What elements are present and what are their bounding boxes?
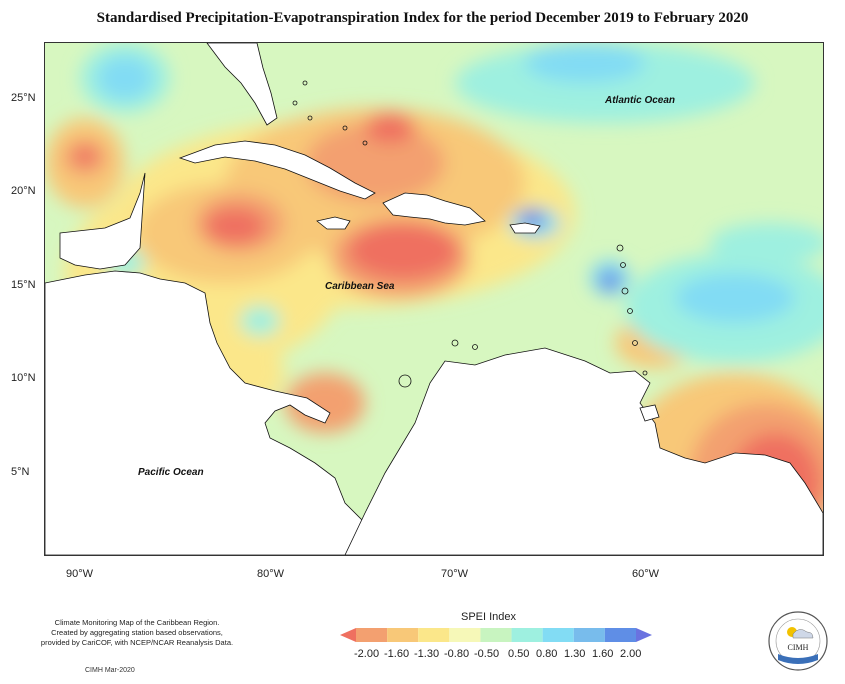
logo-text: CIMH: [788, 643, 809, 652]
footer-credits: Climate Monitoring Map of the Caribbean …: [32, 618, 242, 648]
legend-colorbar: [340, 628, 652, 642]
legend-color-swatch: [636, 628, 652, 642]
legend-color-swatch: [573, 628, 605, 642]
lat-label-15n: 15°N: [11, 279, 36, 291]
hispaniola: [382, 192, 486, 226]
legend-color-swatch: [449, 628, 481, 642]
legend-tick-label: 1.30: [564, 648, 586, 660]
caribbean-sea-label: Caribbean Sea: [325, 281, 395, 292]
legend-tick-label: 0.50: [508, 648, 530, 660]
legend-color-swatch: [387, 628, 419, 642]
legend-tick-label: -1.60: [384, 648, 410, 660]
legend-color-swatch: [511, 628, 543, 642]
footer-line-2: Created by aggregating station based obs…: [51, 628, 223, 637]
spei-map-canvas: [45, 43, 823, 555]
legend-tick-label: -0.80: [444, 648, 470, 660]
legend-color-swatch: [356, 628, 388, 642]
florida: [206, 43, 278, 126]
legend-color-swatch: [604, 628, 636, 642]
lat-label-20n: 20°N: [11, 185, 36, 197]
legend-tick-label: 2.00: [620, 648, 642, 660]
legend-tick-label: -2.00: [354, 648, 380, 660]
yucatan: [59, 172, 146, 270]
footer-date: CIMH Mar-2020: [85, 667, 135, 674]
lat-label-10n: 10°N: [11, 372, 36, 384]
legend-color-swatch: [480, 628, 512, 642]
map-title: Standardised Precipitation-Evapotranspir…: [96, 10, 749, 26]
lon-label-60w: 60°W: [632, 568, 660, 580]
lon-label-80w: 80°W: [257, 568, 285, 580]
footer-line-1: Climate Monitoring Map of the Caribbean …: [54, 618, 220, 627]
legend-tick-label: 1.60: [592, 648, 614, 660]
small-islands: [292, 80, 648, 388]
trinidad: [639, 404, 660, 422]
pacific-ocean-label: Pacific Ocean: [138, 467, 204, 478]
legend-tick-label: 0.80: [536, 648, 558, 660]
legend-color-swatch: [418, 628, 450, 642]
cuba: [178, 140, 376, 200]
south-america: [344, 347, 823, 555]
atlantic-ocean-label: Atlantic Ocean: [605, 95, 676, 106]
spei-map: [44, 42, 824, 556]
legend-tick-label: -1.30: [414, 648, 440, 660]
lon-label-90w: 90°W: [66, 568, 94, 580]
cimh-logo: CIMH: [768, 611, 828, 671]
lon-label-70w: 70°W: [441, 568, 469, 580]
footer-line-3: provided by CariCOF, with NCEP/NCAR Rean…: [40, 638, 234, 647]
jamaica: [316, 216, 351, 230]
legend-tick-label: -0.50: [474, 648, 500, 660]
puerto-rico: [509, 222, 541, 234]
lat-label-5n: 5°N: [11, 466, 30, 478]
land-masses: [45, 43, 823, 555]
legend-color-swatch: [340, 628, 356, 642]
central-america: [45, 270, 376, 555]
legend-title: SPEI Index: [461, 611, 517, 623]
lat-label-25n: 25°N: [11, 92, 36, 104]
legend-color-swatch: [542, 628, 574, 642]
